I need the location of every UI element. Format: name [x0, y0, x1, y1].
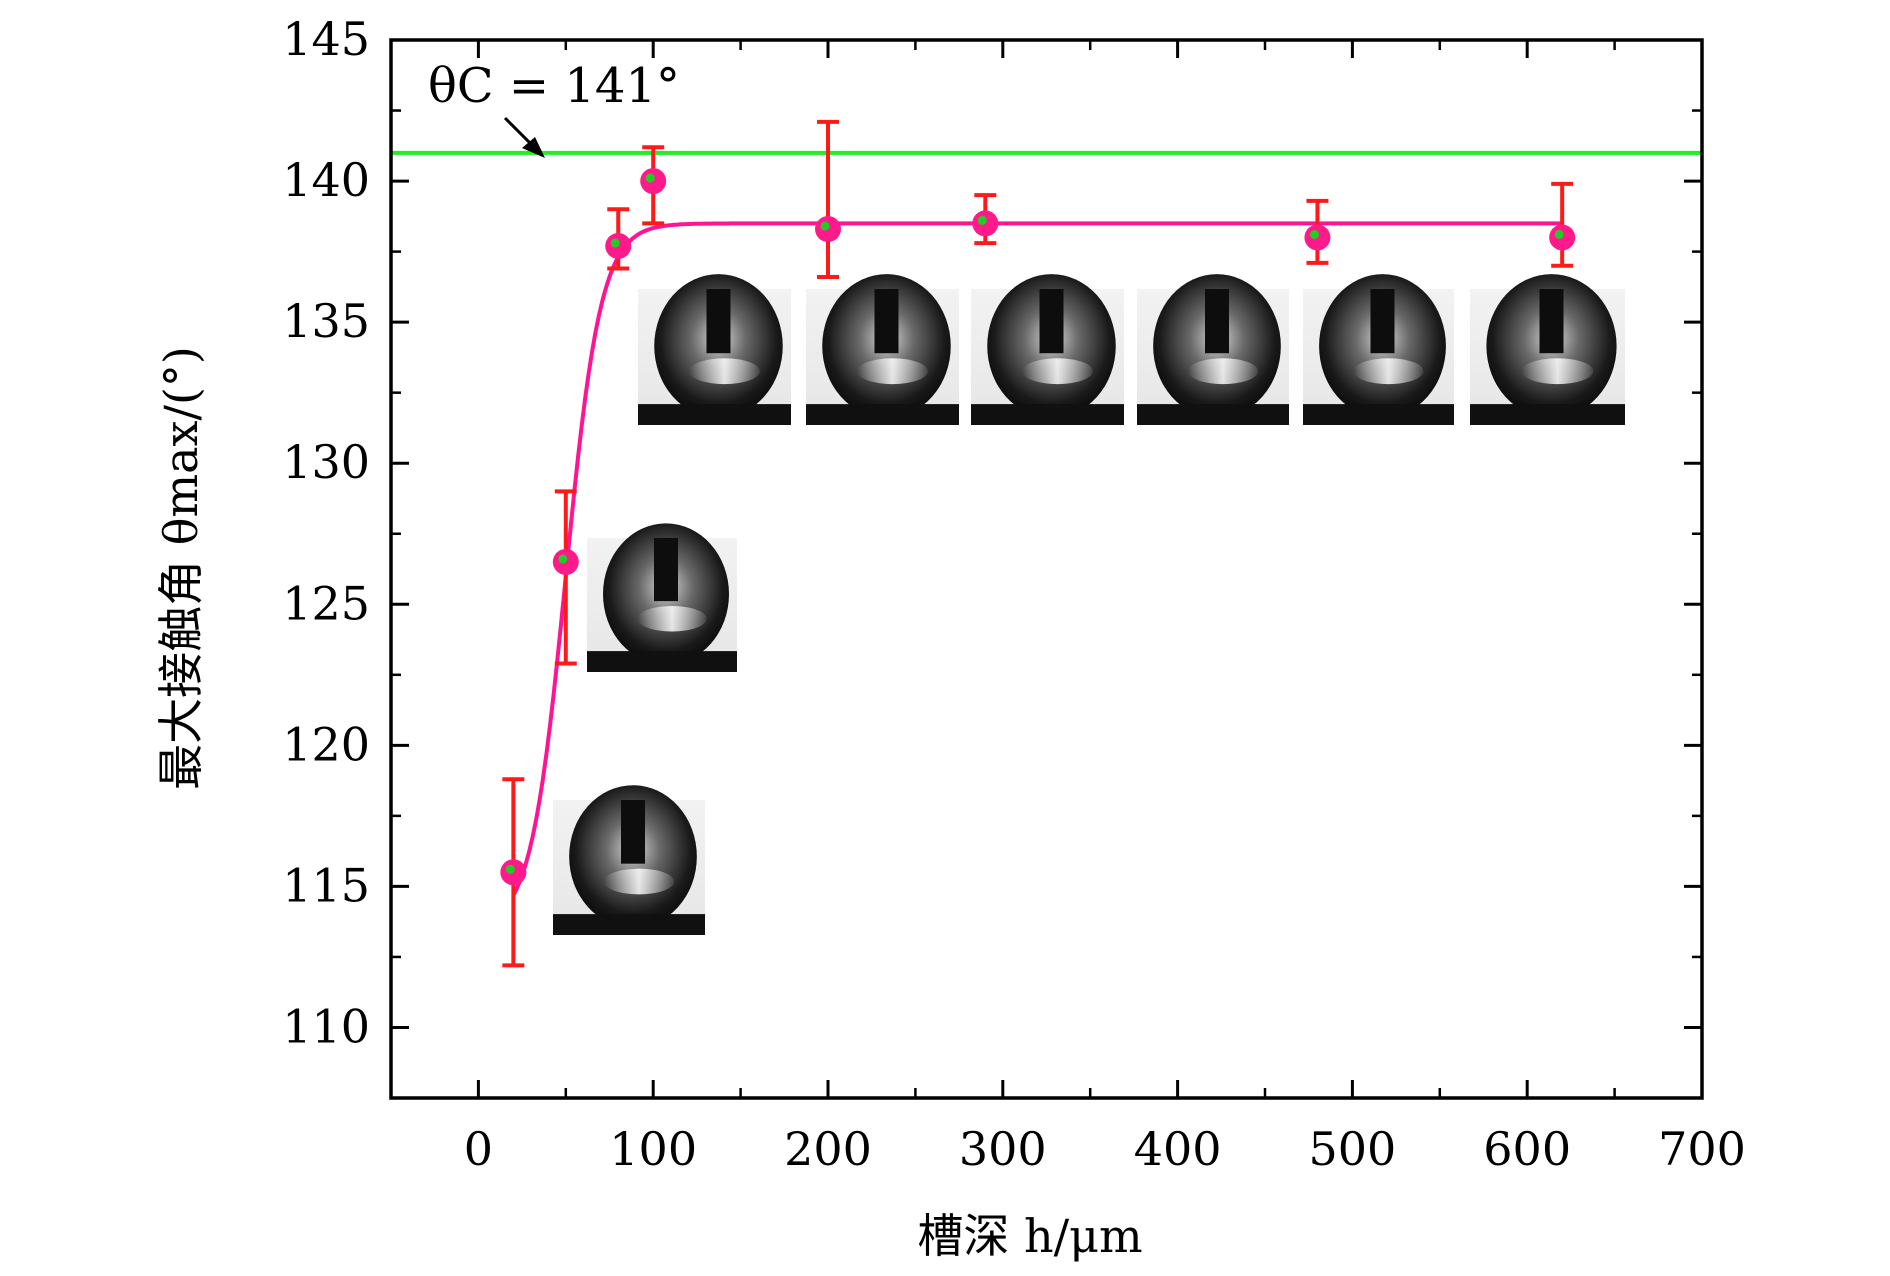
- inset-substrate-overlay: [1137, 404, 1289, 424]
- plot-frame: [389, 38, 1704, 1100]
- y-tick-label: 130: [282, 435, 370, 489]
- y-axis-title: 最大接触角 θmax/(°): [154, 346, 208, 790]
- data-point-center: [977, 215, 987, 225]
- x-tick-label: 200: [784, 1122, 872, 1176]
- inset-droplet-highlight: [1521, 358, 1594, 385]
- y-tick-label: 120: [282, 717, 370, 771]
- inset-droplet-highlight: [1187, 358, 1259, 385]
- data-point-center: [1554, 229, 1564, 239]
- data-point-center: [558, 554, 568, 564]
- y-axis-ticks: 110 115 120 125 130 135 140 145: [282, 12, 1702, 1100]
- inset-needle: [1370, 289, 1395, 354]
- inset-substrate-overlay: [1303, 404, 1454, 424]
- droplet-photo-h290: [971, 274, 1124, 425]
- inset-droplet-highlight: [603, 868, 675, 895]
- data-point-center: [820, 221, 830, 231]
- x-tick-label: 600: [1483, 1122, 1571, 1176]
- x-axis-ticks: 0 100 200 300 400 500 600 700: [389, 40, 1746, 1176]
- inset-substrate-overlay: [971, 404, 1124, 424]
- inset-droplet-highlight: [1353, 358, 1424, 385]
- droplet-photo-h400: [1137, 274, 1289, 425]
- y-tick-label: 140: [282, 153, 370, 207]
- y-tick-label: 145: [282, 12, 370, 66]
- x-axis-title: 槽深 h/μm: [917, 1209, 1142, 1263]
- inset-substrate-overlay: [587, 651, 737, 671]
- x-tick-label: 500: [1308, 1122, 1396, 1176]
- inset-substrate-overlay: [553, 914, 705, 934]
- inset-droplet-highlight: [857, 358, 928, 385]
- inset-needle: [1039, 289, 1064, 354]
- y-tick-label: 125: [282, 576, 370, 630]
- inset-substrate-overlay: [638, 404, 791, 424]
- droplet-photo-h620: [1470, 274, 1625, 425]
- droplet-photo-h200: [806, 274, 959, 425]
- data-point-center: [610, 238, 620, 248]
- droplet-insets: [553, 274, 1625, 935]
- inset-needle: [874, 289, 899, 354]
- x-tick-label: 300: [959, 1122, 1047, 1176]
- x-tick-label: 100: [609, 1122, 697, 1176]
- data-point-center: [505, 864, 515, 874]
- reference-line-label: θC = 141°: [428, 58, 680, 114]
- x-tick-label: 700: [1658, 1122, 1746, 1176]
- fit-curve: [511, 221, 1563, 897]
- droplet-photo-h100: [638, 274, 791, 425]
- annotation-arrow: [503, 116, 545, 158]
- droplet-photo-h20: [553, 785, 705, 935]
- data-markers: [500, 168, 1576, 886]
- inset-substrate-overlay: [806, 404, 959, 424]
- inset-needle: [1539, 289, 1564, 354]
- y-tick-label: 115: [282, 858, 370, 912]
- droplet-photo-h50: [587, 523, 737, 672]
- inset-needle: [621, 800, 645, 864]
- data-point-center: [645, 173, 655, 183]
- y-tick-label: 110: [282, 999, 370, 1053]
- inset-substrate-overlay: [1470, 404, 1625, 424]
- inset-needle: [654, 538, 678, 602]
- x-tick-label: 0: [464, 1122, 493, 1176]
- inset-droplet-highlight: [637, 606, 707, 632]
- inset-needle: [706, 289, 731, 354]
- data-point-center: [1309, 229, 1319, 239]
- inset-droplet-highlight: [689, 358, 760, 385]
- inset-needle: [1205, 289, 1229, 354]
- y-tick-label: 135: [282, 294, 370, 348]
- droplet-photo-h480: [1303, 274, 1454, 425]
- inset-droplet-highlight: [1022, 358, 1093, 385]
- x-tick-label: 400: [1134, 1122, 1222, 1176]
